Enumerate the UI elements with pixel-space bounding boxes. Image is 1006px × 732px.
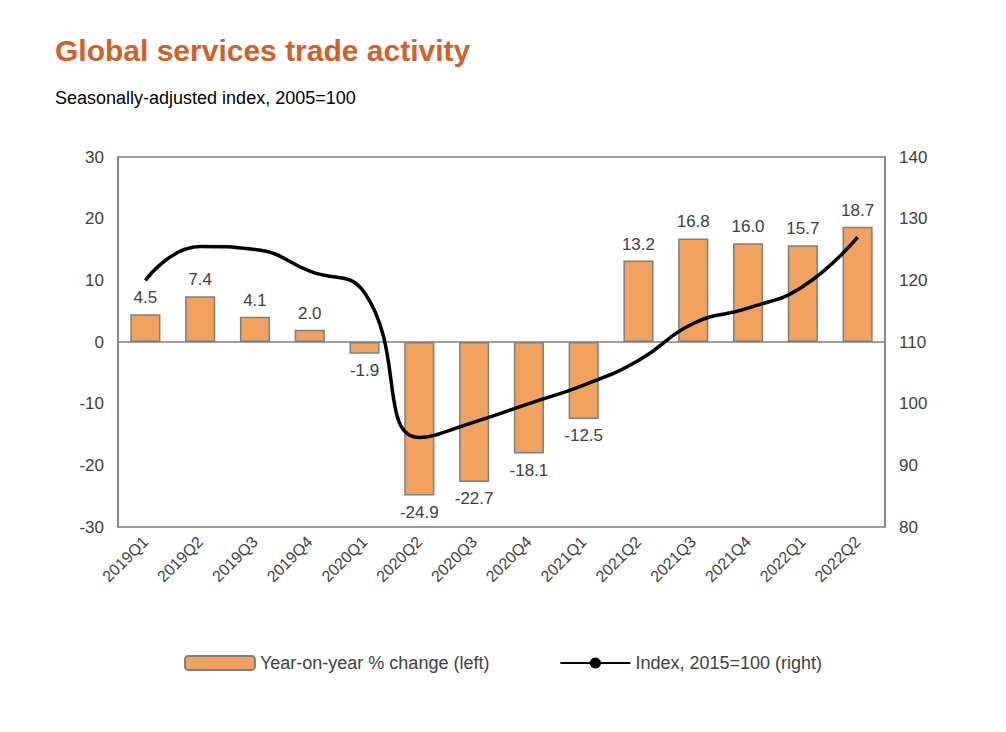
svg-text:7.4: 7.4 (188, 270, 212, 289)
svg-text:16.8: 16.8 (677, 212, 710, 231)
svg-text:130: 130 (899, 209, 927, 228)
svg-text:2.0: 2.0 (298, 304, 322, 323)
svg-text:80: 80 (899, 518, 918, 537)
svg-text:Index, 2015=100 (right): Index, 2015=100 (right) (635, 653, 822, 673)
svg-text:120: 120 (899, 271, 927, 290)
svg-text:2022Q2: 2022Q2 (811, 533, 863, 585)
svg-text:30: 30 (85, 148, 104, 167)
svg-text:90: 90 (899, 456, 918, 475)
svg-text:10: 10 (85, 271, 104, 290)
svg-text:100: 100 (899, 394, 927, 413)
svg-text:16.0: 16.0 (731, 217, 764, 236)
svg-text:-10: -10 (79, 394, 104, 413)
svg-text:-18.1: -18.1 (510, 461, 549, 480)
svg-text:4.1: 4.1 (243, 291, 267, 310)
svg-text:2020Q3: 2020Q3 (428, 533, 480, 585)
svg-text:13.2: 13.2 (622, 235, 655, 254)
svg-text:2019Q1: 2019Q1 (99, 533, 151, 585)
svg-text:-22.7: -22.7 (455, 489, 494, 508)
svg-text:15.7: 15.7 (786, 219, 819, 238)
svg-text:Seasonally-adjusted index, 200: Seasonally-adjusted index, 2005=100 (55, 88, 356, 108)
svg-text:2020Q4: 2020Q4 (483, 533, 535, 585)
svg-text:110: 110 (899, 333, 926, 352)
svg-text:-1.9: -1.9 (350, 361, 379, 380)
svg-text:2020Q2: 2020Q2 (373, 533, 425, 585)
svg-text:2021Q3: 2021Q3 (647, 533, 699, 585)
svg-text:2019Q3: 2019Q3 (209, 533, 261, 585)
svg-text:2019Q2: 2019Q2 (154, 533, 206, 585)
svg-text:4.5: 4.5 (134, 288, 158, 307)
svg-text:-12.5: -12.5 (564, 426, 603, 445)
svg-text:2019Q4: 2019Q4 (264, 533, 316, 585)
svg-text:2021Q2: 2021Q2 (592, 533, 644, 585)
svg-text:18.7: 18.7 (841, 201, 874, 220)
svg-text:140: 140 (899, 148, 927, 167)
svg-text:-20: -20 (79, 456, 104, 475)
svg-text:2020Q1: 2020Q1 (318, 533, 370, 585)
svg-text:2022Q1: 2022Q1 (757, 533, 809, 585)
svg-text:Year-on-year % change (left): Year-on-year % change (left) (260, 653, 489, 673)
svg-text:2021Q1: 2021Q1 (537, 533, 589, 585)
svg-text:Global services trade activity: Global services trade activity (55, 34, 471, 67)
svg-text:-24.9: -24.9 (400, 503, 439, 522)
svg-text:2021Q4: 2021Q4 (702, 533, 754, 585)
svg-text:0: 0 (95, 333, 104, 352)
svg-text:20: 20 (85, 209, 104, 228)
svg-text:-30: -30 (79, 518, 104, 537)
